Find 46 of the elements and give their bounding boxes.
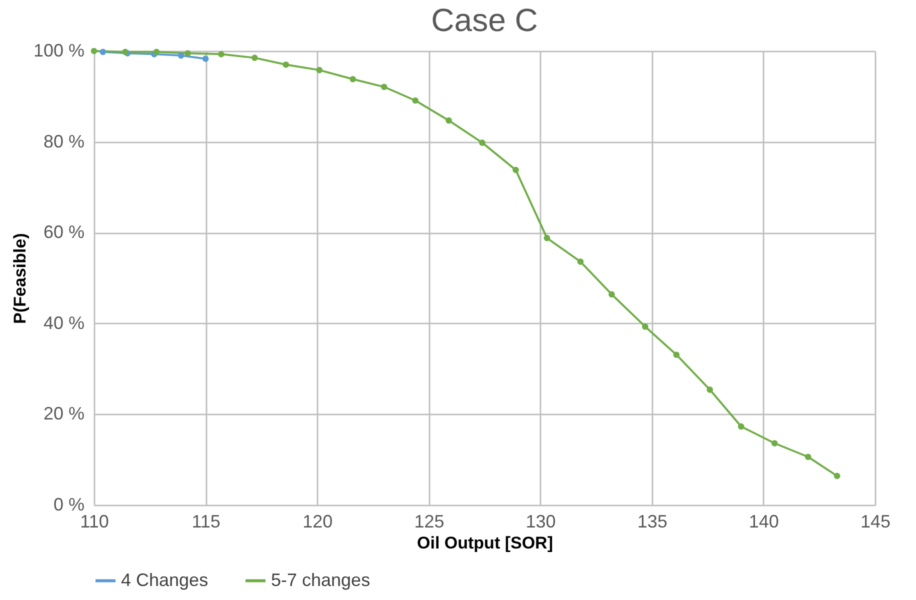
point <box>544 234 550 242</box>
point <box>608 291 615 298</box>
point <box>282 61 290 68</box>
x-tick-label: 140 <box>748 512 779 532</box>
point <box>642 323 648 330</box>
point <box>446 117 452 124</box>
point <box>673 352 680 358</box>
x-tick-label: 145 <box>860 512 891 532</box>
point <box>512 166 519 174</box>
legend-label: 5-7 changes <box>271 570 370 590</box>
point <box>100 48 106 56</box>
point <box>316 66 323 74</box>
y-tick-label: 40 % <box>43 312 84 333</box>
point <box>834 472 840 480</box>
point <box>218 51 224 58</box>
x-axis-title: Oil Output [SOR] <box>417 534 553 552</box>
point <box>202 56 209 62</box>
x-tick-label: 110 <box>80 512 109 532</box>
y-axis-title: P(Feasible) <box>10 233 30 324</box>
x-tick-label: 120 <box>302 512 333 532</box>
point <box>380 84 388 90</box>
point <box>771 440 778 446</box>
chart-title: Case C <box>431 2 538 38</box>
x-tick-label: 115 <box>192 512 220 532</box>
point <box>153 48 160 56</box>
y-tick-label: 20 % <box>43 404 84 424</box>
point <box>350 76 356 82</box>
x-tick-label: 135 <box>637 512 668 532</box>
y-tick-label: 60 % <box>43 222 84 242</box>
point <box>738 423 744 430</box>
legend-label: 4 Changes <box>121 570 208 590</box>
x-tick-label: 130 <box>526 512 556 532</box>
point <box>184 50 191 56</box>
point <box>178 52 184 59</box>
point <box>252 54 258 61</box>
point <box>479 140 486 146</box>
y-tick-label: 0 % <box>53 494 84 514</box>
x-tick-label: 125 <box>414 512 444 532</box>
point <box>706 386 714 393</box>
point <box>577 258 584 265</box>
point <box>412 97 418 104</box>
point <box>122 48 128 56</box>
y-tick-label: 80 % <box>43 131 84 152</box>
point <box>804 454 812 460</box>
point <box>90 48 98 54</box>
y-tick-label: 100 % <box>33 40 84 60</box>
